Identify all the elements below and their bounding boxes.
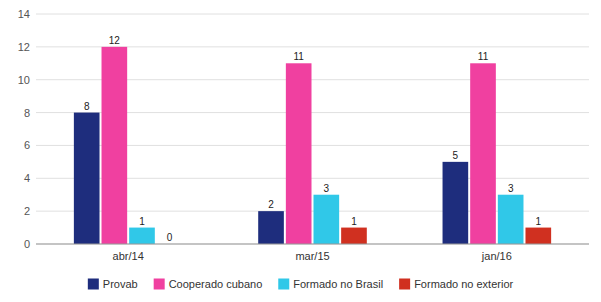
x-tick-label: abr/14 bbox=[113, 250, 144, 262]
data-label: 12 bbox=[109, 35, 121, 46]
bar bbox=[102, 47, 128, 244]
grid bbox=[36, 14, 589, 244]
chart: 02468101214825121111133011abr/14mar/15ja… bbox=[0, 0, 601, 302]
y-tick-label: 0 bbox=[24, 238, 30, 250]
chart-container: 02468101214825121111133011abr/14mar/15ja… bbox=[0, 0, 601, 302]
legend-label: Cooperado cubano bbox=[169, 278, 263, 290]
data-label: 11 bbox=[478, 51, 489, 62]
bar bbox=[443, 162, 469, 244]
legend-item: Provab bbox=[88, 278, 138, 290]
data-label: 3 bbox=[508, 183, 514, 194]
legend-swatch bbox=[278, 279, 289, 290]
legend-item: Formado no exterior bbox=[399, 278, 513, 290]
bar bbox=[498, 195, 524, 244]
legend-swatch bbox=[399, 279, 410, 290]
bar bbox=[314, 195, 340, 244]
legend-item: Cooperado cubano bbox=[154, 278, 263, 290]
x-tick-label: jan/16 bbox=[481, 250, 512, 262]
y-tick-label: 4 bbox=[24, 172, 30, 184]
grid-line bbox=[36, 14, 589, 15]
bar bbox=[129, 228, 155, 244]
data-labels: 825121111133011 bbox=[84, 35, 542, 243]
bars bbox=[74, 47, 551, 244]
legend-swatch bbox=[154, 279, 165, 290]
bar bbox=[470, 63, 496, 244]
x-tick-label: mar/15 bbox=[295, 250, 329, 262]
data-label: 8 bbox=[84, 101, 90, 112]
bar bbox=[74, 113, 100, 244]
data-label: 1 bbox=[351, 216, 357, 227]
y-tick-label: 6 bbox=[24, 139, 30, 151]
y-tick-label: 14 bbox=[18, 8, 30, 20]
data-label: 2 bbox=[268, 199, 274, 210]
data-label: 5 bbox=[453, 150, 459, 161]
legend-label: Formado no exterior bbox=[414, 278, 513, 290]
data-label: 0 bbox=[167, 232, 173, 243]
legend-label: Provab bbox=[103, 278, 138, 290]
legend: Provab Cooperado cubano Formado no Brasil F… bbox=[88, 278, 514, 290]
legend-swatch bbox=[88, 279, 99, 290]
y-tick-label: 2 bbox=[24, 205, 30, 217]
y-tick-label: 10 bbox=[18, 74, 30, 86]
legend-item: Formado no Brasil bbox=[278, 278, 383, 290]
data-label: 11 bbox=[293, 51, 304, 62]
bar bbox=[341, 228, 367, 244]
data-label: 1 bbox=[139, 216, 145, 227]
bar bbox=[286, 63, 312, 244]
data-label: 1 bbox=[536, 216, 542, 227]
data-label: 3 bbox=[324, 183, 330, 194]
grid-line bbox=[36, 244, 589, 245]
bar bbox=[258, 211, 284, 244]
y-tick-label: 8 bbox=[24, 107, 30, 119]
legend-label: Formado no Brasil bbox=[293, 278, 383, 290]
y-tick-label: 12 bbox=[18, 41, 30, 53]
x-axis-line bbox=[36, 244, 589, 245]
bar bbox=[525, 228, 551, 244]
